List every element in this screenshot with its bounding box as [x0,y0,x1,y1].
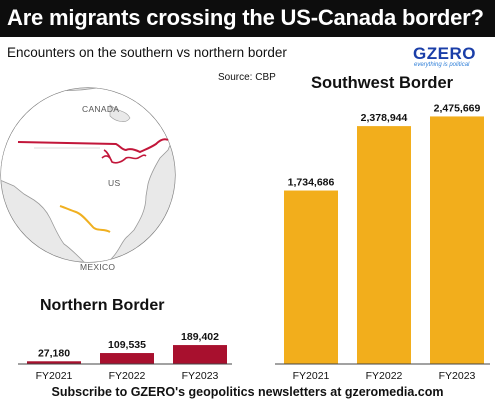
title-bar: Are migrants crossing the US-Canada bord… [0,0,495,37]
northern-chart-title: Northern Border [40,297,164,314]
map-label-canada: CANADA [82,104,119,114]
southwest-bar [357,126,411,365]
northern-border-line [17,138,169,154]
subtitle: Encounters on the southern vs northern b… [7,45,287,60]
logo-wordmark: GZERO [413,44,476,63]
southwest-border-chart: 1,734,686 FY2021 2,378,944 FY2022 2,475,669 F… [275,102,490,382]
north-america-map: CANADA US MEXICO [0,87,176,272]
gzero-logo: GZERO everything is political [413,44,475,70]
northern-border-chart: 27,180 FY2021 109,535 FY2022 189,402 FY2023 [18,331,232,382]
southwest-chart-title: Southwest Border [311,74,454,92]
southern-border-line [59,205,111,233]
northern-bar [27,361,81,364]
map-label-mexico: MEXICO [80,262,115,272]
northern-category-label: FY2021 [36,370,73,382]
northern-value-label: 109,535 [108,339,146,351]
footer-note: Subscribe to GZERO's geopolitics newslet… [51,385,444,399]
southwest-value-label: 2,378,944 [361,112,408,124]
southwest-category-label: FY2023 [439,370,476,382]
hudson-bay [109,104,131,122]
southwest-bar [284,190,338,364]
southwest-value-label: 1,734,686 [288,177,335,189]
landmass [1,88,175,262]
map-label-us: US [108,178,120,188]
northern-category-label: FY2023 [182,370,219,382]
logo-tagline: everything is political [414,62,470,68]
northern-value-label: 27,180 [38,347,70,359]
southwest-bar [430,116,484,364]
northern-category-label: FY2022 [109,370,146,382]
southwest-category-label: FY2022 [366,370,403,382]
great-lakes-outline [101,149,147,164]
northern-value-label: 189,402 [181,331,219,343]
northern-bar [100,353,154,364]
southwest-value-label: 2,475,669 [434,102,481,114]
source-note: Source: CBP [218,72,276,83]
page-title: Are migrants crossing the US-Canada bord… [7,5,484,30]
northern-bar [173,345,227,364]
southwest-category-label: FY2021 [293,370,330,382]
